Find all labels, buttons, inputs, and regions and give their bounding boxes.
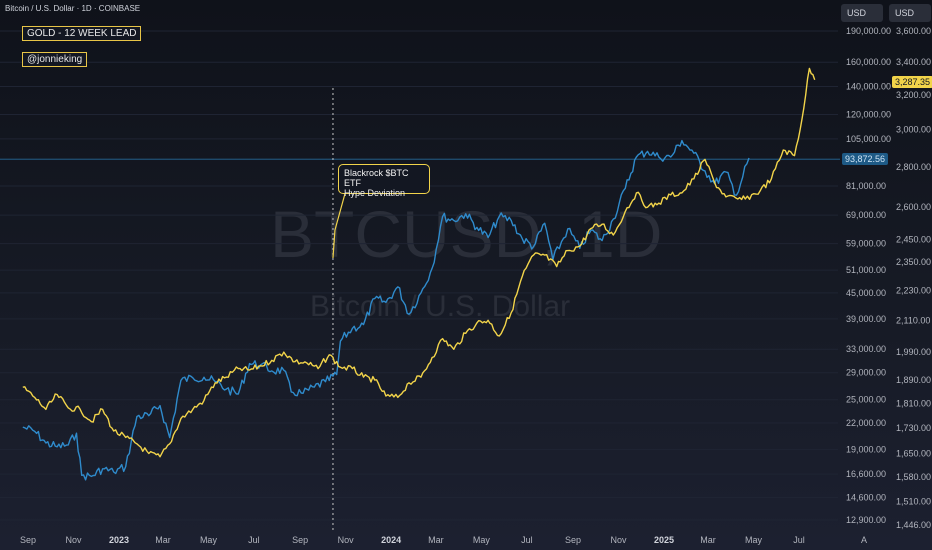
- author-handle-note[interactable]: @jonnieking: [22, 52, 88, 67]
- x-tick-label: 2025: [654, 535, 674, 545]
- gold-axis-tick-label: 2,350.00: [896, 257, 931, 267]
- btc-axis-tick-label: 160,000.00: [846, 57, 891, 67]
- annotation-pointer: [332, 189, 347, 259]
- btc-axis-tick-label: 22,000.00: [846, 418, 886, 428]
- btc-axis-tick-label: 16,600.00: [846, 469, 886, 479]
- gold-axis-tick-label: 3,000.00: [896, 125, 931, 135]
- btc-price-line: [22, 139, 750, 481]
- gold-current-price-tag: 3,287.35: [892, 76, 932, 88]
- x-tick-label: Mar: [155, 535, 171, 545]
- annotation-line-1: Blackrock $BTC ETF: [344, 168, 409, 188]
- x-tick-label: Nov: [65, 535, 82, 545]
- x-tick-label: May: [745, 535, 763, 545]
- btc-axis-tick-label: 140,000.00: [846, 82, 891, 92]
- x-tick-label: Sep: [20, 535, 36, 545]
- btc-axis-tick-label: 19,000.00: [846, 445, 886, 455]
- btc-axis-tick-label: 33,000.00: [846, 344, 886, 354]
- gold-axis-tick-label: 1,810.00: [896, 398, 931, 408]
- x-tick-label: Jul: [793, 535, 805, 545]
- gold-axis-tick-label: 1,730.00: [896, 423, 931, 433]
- x-tick-label: Jul: [521, 535, 533, 545]
- gold-axis-tick-label: 2,450.00: [896, 234, 931, 244]
- gold-axis-tick-label: 2,800.00: [896, 162, 931, 172]
- x-tick-label: Nov: [338, 535, 355, 545]
- btc-axis-tick-label: 51,000.00: [846, 265, 886, 275]
- gold-axis-tick-label: 1,650.00: [896, 449, 931, 459]
- btc-currency-button[interactable]: USD: [841, 4, 883, 22]
- symbol-header[interactable]: Bitcoin / U.S. Dollar · 1D · COINBASE: [5, 4, 141, 13]
- btc-axis-tick-label: 14,600.00: [846, 492, 886, 502]
- annotation-line-2: Hype Deviation: [344, 188, 406, 198]
- btc-axis-tick-label: 39,000.00: [846, 314, 886, 324]
- gold-axis-tick-label: 1,890.00: [896, 375, 931, 385]
- gold-axis-tick-label: 1,446.00: [896, 520, 931, 530]
- x-tick-label: Jul: [248, 535, 260, 545]
- x-tick-label: 2023: [109, 535, 129, 545]
- btc-axis-tick-label: 105,000.00: [846, 134, 891, 144]
- btc-axis-tick-label: 69,000.00: [846, 210, 886, 220]
- btc-axis-tick-label: 120,000.00: [846, 110, 891, 120]
- etf-annotation-callout[interactable]: Blackrock $BTC ETF Hype Deviation: [338, 164, 430, 198]
- gold-axis-tick-label: 3,600.00: [896, 26, 931, 36]
- btc-current-price-tag: 93,872.56: [842, 153, 889, 165]
- gold-axis-tick-label: 1,580.00: [896, 472, 931, 482]
- x-tick-label: Mar: [428, 535, 444, 545]
- btc-axis-tick-label: 59,000.00: [846, 239, 886, 249]
- x-tick-label: Mar: [700, 535, 716, 545]
- gold-axis-tick-label: 3,400.00: [896, 57, 931, 67]
- gold-lead-note[interactable]: GOLD - 12 WEEK LEAD: [22, 26, 142, 41]
- gold-price-line: [22, 67, 816, 458]
- gold-currency-button[interactable]: USD: [889, 4, 931, 22]
- btc-axis-tick-label: 12,900.00: [846, 515, 886, 525]
- btc-axis-tick-label: 81,000.00: [846, 181, 886, 191]
- gold-axis-tick-label: 3,200.00: [896, 90, 931, 100]
- x-tick-label: May: [473, 535, 491, 545]
- gold-axis-tick-label: 1,990.00: [896, 347, 931, 357]
- x-tick-label: A: [861, 535, 867, 545]
- btc-axis-tick-label: 25,000.00: [846, 395, 886, 405]
- x-tick-label: Sep: [565, 535, 581, 545]
- btc-axis-tick-label: 29,000.00: [846, 368, 886, 378]
- x-tick-label: 2024: [381, 535, 401, 545]
- x-tick-label: Nov: [611, 535, 628, 545]
- btc-axis-tick-label: 190,000.00: [846, 26, 891, 36]
- gold-axis-tick-label: 2,230.00: [896, 285, 931, 295]
- gold-axis-tick-label: 2,600.00: [896, 202, 931, 212]
- gold-axis-tick-label: 1,510.00: [896, 497, 931, 507]
- x-tick-label: May: [200, 535, 218, 545]
- x-tick-label: Sep: [292, 535, 308, 545]
- gold-axis-tick-label: 2,110.00: [896, 315, 930, 325]
- btc-axis-tick-label: 45,000.00: [846, 288, 886, 298]
